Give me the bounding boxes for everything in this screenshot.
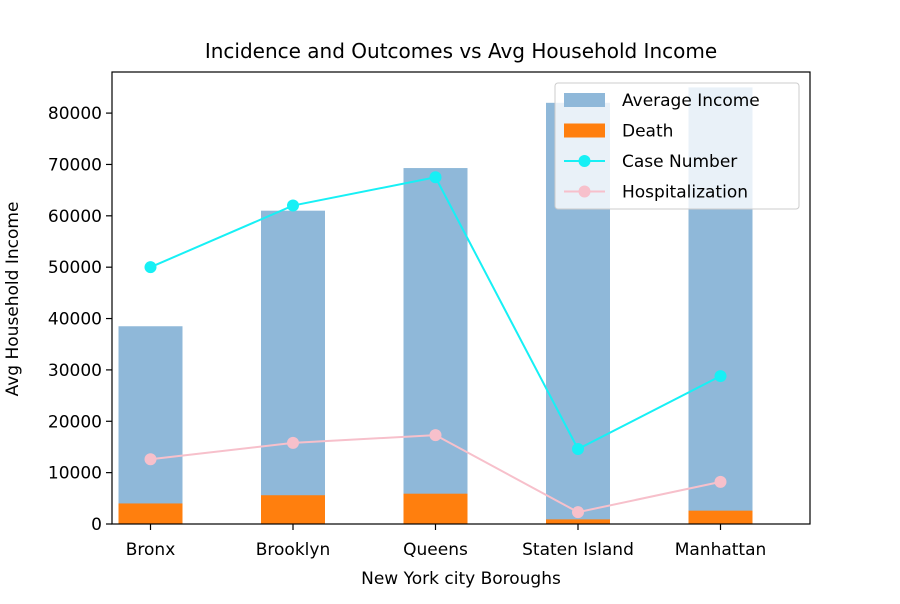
point-hospitalization-manhattan: [714, 475, 727, 488]
axis-ticks: 0 10000 20000 30000 40000 50000 60000 70000 8000…: [48, 104, 766, 560]
point-hospitalization-brooklyn: [287, 436, 299, 449]
y-axis-title: Avg Household Income: [3, 202, 23, 397]
bar-average-income-brooklyn: [261, 210, 325, 524]
bar-death-brooklyn: [261, 495, 325, 524]
point-hospitalization-bronx: [144, 453, 157, 466]
point-case-number-queens: [429, 171, 442, 184]
axes-frame: [111, 71, 811, 525]
legend-swatch-death: [564, 123, 605, 138]
legend-label-average-income: Average Income: [622, 91, 760, 111]
x-tick-label: Manhattan: [675, 540, 767, 560]
y-tick-label: 10000: [48, 464, 102, 484]
y-tick-label: 30000: [48, 361, 102, 381]
y-tick-label: 60000: [48, 207, 102, 227]
point-hospitalization-queens: [429, 429, 442, 442]
y-tick-label: 50000: [48, 258, 102, 278]
legend-label-case-number: Case Number: [622, 152, 737, 172]
bar-death-staten-island: [546, 519, 610, 524]
bar-death-queens: [403, 493, 468, 524]
chart-title: Incidence and Outcomes vs Avg Household …: [205, 39, 717, 63]
point-hospitalization-staten-island: [572, 506, 584, 519]
y-tick-label: 40000: [48, 310, 102, 330]
bar-average-income-bronx: [118, 326, 183, 524]
point-case-number-manhattan: [714, 370, 727, 383]
y-tick-label: 70000: [48, 155, 102, 175]
bar-death-manhattan: [688, 510, 753, 524]
x-tick-label: Brooklyn: [256, 540, 330, 560]
legend-label-death: Death: [622, 122, 673, 142]
bar-death-bronx: [118, 503, 183, 524]
point-case-number-brooklyn: [287, 199, 299, 212]
legend-box: [554, 82, 800, 210]
y-tick-label: 0: [91, 515, 102, 535]
x-tick-label: Bronx: [126, 540, 176, 560]
legend-marker-case-number: [578, 155, 591, 167]
legend-swatch-average-income: [564, 93, 605, 107]
y-tick-label: 80000: [48, 104, 102, 124]
x-tick-label: Staten Island: [522, 540, 634, 560]
x-tick-label: Queens: [403, 540, 468, 560]
y-tick-label: 20000: [48, 412, 102, 432]
point-case-number-staten-island: [572, 443, 584, 456]
legend-marker-hospitalization: [578, 185, 591, 198]
x-axis-title: New York city Boroughs: [361, 569, 561, 589]
legend-label-hospitalization: Hospitalization: [622, 183, 748, 203]
point-case-number-bronx: [144, 261, 157, 274]
legend: Average Income Death Case Number Hospitaliz…: [554, 82, 800, 210]
bar-average-income-queens: [403, 168, 468, 525]
